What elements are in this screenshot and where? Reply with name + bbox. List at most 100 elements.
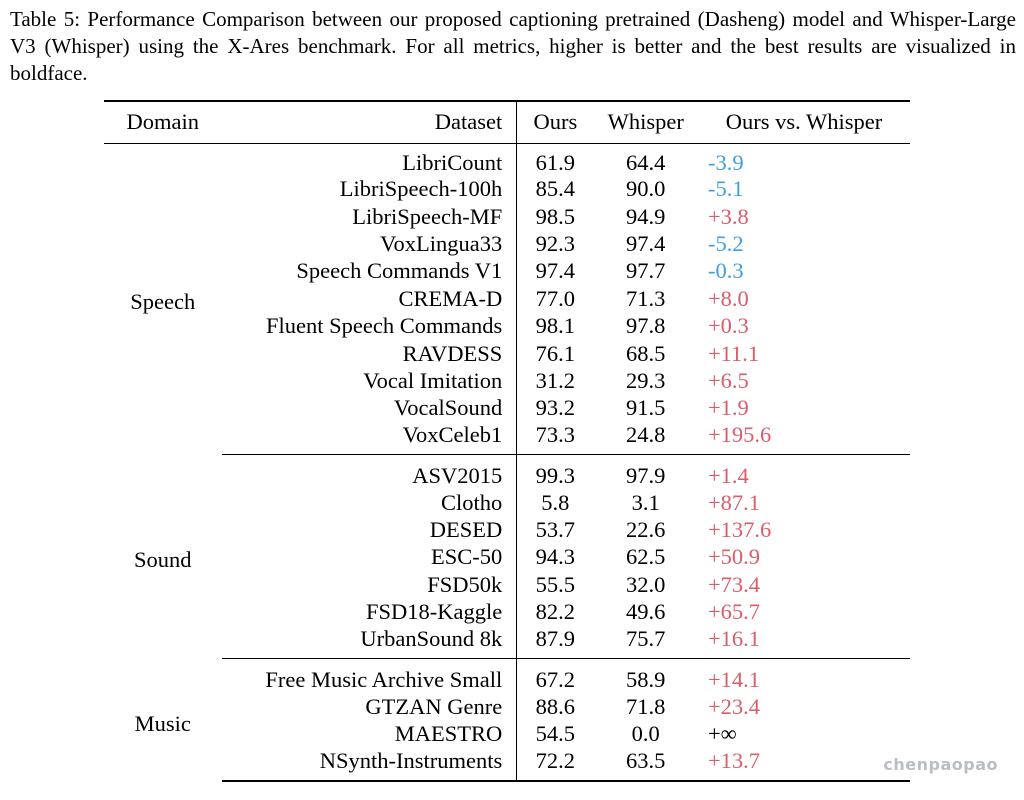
ours-cell: 67.2 <box>535 666 576 692</box>
diff-cell: +16.1 <box>697 625 910 659</box>
header-whisper: Whisper <box>607 109 684 135</box>
ours-cell: 98.5 <box>535 203 576 229</box>
header-domain: Domain <box>126 109 200 135</box>
ours-cell: 76.1 <box>535 340 576 366</box>
ours-cell: 88.6 <box>535 693 576 719</box>
ours-cell: 77.0 <box>535 285 576 311</box>
table-row: GTZAN Genre 88.6 71.8 +23.4 <box>104 692 910 721</box>
table-row: Clotho 5.8 3.1 +87.1 <box>104 489 910 517</box>
whisper-cell: 29.3 <box>626 367 666 393</box>
dataset-cell: LibriSpeech-100h <box>221 175 518 203</box>
diff-cell: +11.1 <box>707 340 760 366</box>
whisper-cell: 71.3 <box>626 285 666 311</box>
whisper-cell: 97.9 <box>626 463 666 489</box>
group-music: Music Free Music Archive Small 67.2 58.9 +14… <box>104 658 910 782</box>
domain-cell: Speech <box>130 289 196 314</box>
dataset-cell: Vocal Imitation <box>221 367 518 395</box>
dataset-cell: Clotho <box>221 489 518 517</box>
whisper-cell: 75.7 <box>593 625 698 659</box>
ours-cell: 87.9 <box>516 625 594 659</box>
diff-cell: +23.4 <box>707 693 761 719</box>
whisper-cell: 64.4 <box>626 149 666 175</box>
ours-cell: 98.1 <box>535 313 576 339</box>
ours-cell: 99.3 <box>535 463 576 489</box>
dataset-cell: DESED <box>221 516 518 544</box>
dataset-cell: Free Music Archive Small <box>221 658 518 693</box>
table-row: FSD18-Kaggle 82.2 49.6 +65.7 <box>104 598 910 626</box>
dataset-cell: VoxLingua33 <box>221 230 518 258</box>
dataset-cell: MAESTRO <box>221 720 518 748</box>
results-table: Domain Dataset Ours Whisper Ours vs. Whi… <box>104 100 910 782</box>
table-row: Fluent Speech Commands 98.1 97.8 +0.3 <box>104 312 910 340</box>
whisper-cell: 24.8 <box>593 422 698 456</box>
ours-cell: 97.4 <box>535 258 576 284</box>
diff-cell: +137.6 <box>707 517 772 543</box>
table-caption: Table 5: Performance Comparison between … <box>10 7 1016 85</box>
ours-cell: 92.3 <box>535 230 576 256</box>
ours-cell: 82.2 <box>535 599 576 625</box>
table-row: VoxCeleb1 73.3 24.8 +195.6 <box>104 422 910 456</box>
table-row: Music Free Music Archive Small 67.2 58.9 +14… <box>104 658 910 736</box>
diff-cell: -5.2 <box>707 230 744 256</box>
table-row: CREMA-D 77.0 71.3 +8.0 <box>104 285 910 313</box>
whisper-cell: 49.6 <box>626 599 666 625</box>
ours-cell: 61.9 <box>535 149 576 175</box>
ours-cell: 31.2 <box>535 367 576 393</box>
diff-cell: +50.9 <box>707 544 761 570</box>
dataset-cell: Speech Commands V1 <box>221 257 518 286</box>
ours-cell: 5.8 <box>541 489 570 515</box>
dataset-cell: RAVDESS <box>221 339 518 368</box>
ours-cell: 54.5 <box>535 721 576 747</box>
diff-cell: +8.0 <box>707 285 749 311</box>
diff-cell: +87.1 <box>707 489 761 515</box>
dataset-cell: FSD50k <box>221 571 518 599</box>
whisper-cell: 97.7 <box>626 258 666 284</box>
table-row: LibriSpeech-100h 85.4 90.0 -5.1 <box>104 175 910 203</box>
dataset-cell: VocalSound <box>221 394 518 423</box>
whisper-cell: 71.8 <box>626 693 666 719</box>
dataset-cell: GTZAN Genre <box>221 692 518 721</box>
watermark: chenpaopao <box>883 755 998 774</box>
whisper-cell: 63.5 <box>593 747 698 782</box>
dataset-cell: CREMA-D <box>221 285 518 313</box>
diff-cell: +13.7 <box>697 747 910 782</box>
whisper-cell: 62.5 <box>626 544 666 570</box>
group-sound: Sound ASV2015 99.3 97.9 +1.4 Clotho 5.8 3.1 +87.… <box>104 454 910 659</box>
ours-cell: 53.7 <box>535 517 576 543</box>
table-row: MAESTRO 54.5 0.0 +∞ <box>104 720 910 748</box>
whisper-cell: 22.6 <box>626 517 666 543</box>
table-row: Speech Commands V1 97.4 97.7 -0.3 <box>104 257 910 286</box>
ours-cell: 73.3 <box>516 422 594 456</box>
dataset-cell: ESC-50 <box>221 543 518 572</box>
table-row: LibriSpeech-MF 98.5 94.9 +3.8 <box>104 202 910 231</box>
ours-cell: 55.5 <box>535 571 576 597</box>
domain-cell: Music <box>134 710 191 736</box>
whisper-cell: 0.0 <box>631 721 660 747</box>
dataset-cell: Fluent Speech Commands <box>221 312 518 340</box>
table-header: Domain Dataset Ours Whisper Ours vs. Whi… <box>104 101 910 143</box>
diff-cell: +3.8 <box>707 203 749 229</box>
dataset-cell: UrbanSound 8k <box>221 625 518 659</box>
diff-cell: -5.1 <box>707 176 744 202</box>
whisper-cell: 94.9 <box>626 203 666 229</box>
ours-cell: 85.4 <box>535 176 576 202</box>
diff-cell: +73.4 <box>707 571 761 597</box>
table-row: NSynth-Instruments 72.2 63.5 +13.7 <box>104 747 910 782</box>
diff-cell: +6.5 <box>707 367 749 393</box>
diff-cell: +0.3 <box>707 313 749 339</box>
whisper-cell: 68.5 <box>626 340 666 366</box>
dataset-cell: LibriSpeech-MF <box>221 202 518 231</box>
whisper-cell: 97.4 <box>626 230 666 256</box>
dataset-cell: NSynth-Instruments <box>221 747 518 782</box>
table-row: Speech LibriCount 61.9 64.4 -3.9 <box>104 143 910 314</box>
diff-cell: -3.9 <box>707 149 744 175</box>
diff-cell: +14.1 <box>707 666 761 692</box>
dataset-cell: LibriCount <box>221 143 518 176</box>
header-dataset: Dataset <box>221 101 518 143</box>
diff-cell: +195.6 <box>697 422 910 456</box>
ours-cell: 94.3 <box>535 544 576 570</box>
header-row: Domain Dataset Ours Whisper Ours vs. Whi… <box>104 101 910 143</box>
table-row: UrbanSound 8k 87.9 75.7 +16.1 <box>104 625 910 659</box>
diff-cell: +1.4 <box>707 463 749 489</box>
header-diff: Ours vs. Whisper <box>725 109 883 135</box>
